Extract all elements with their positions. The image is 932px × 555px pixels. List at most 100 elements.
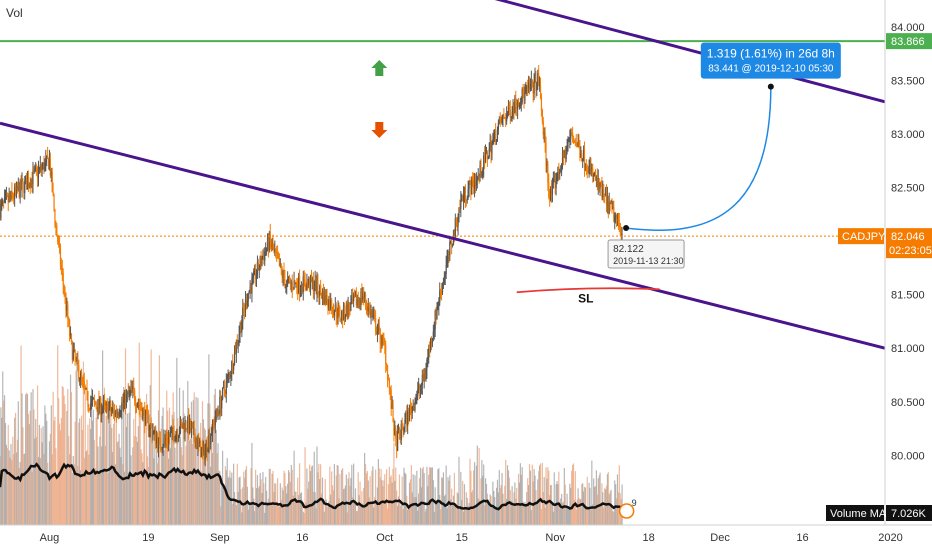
candle-body: [52, 191, 54, 195]
candle-body: [112, 407, 114, 411]
candle-body: [301, 288, 303, 292]
volume-bar: [442, 472, 445, 525]
volume-bar: [211, 453, 214, 525]
candle-body: [191, 427, 193, 429]
projection-origin-price: 82.122: [613, 244, 644, 255]
volume-bar: [68, 435, 70, 525]
candle-body: [170, 430, 172, 433]
volume-bar: [405, 474, 407, 525]
candle-body: [417, 389, 419, 397]
volume-bar: [250, 468, 252, 525]
candle-body: [571, 132, 573, 134]
horizontal-line-price-tag: [886, 33, 932, 50]
volume-bar: [544, 507, 546, 525]
volume-bar: [318, 463, 320, 525]
volume-bar: [233, 463, 235, 525]
volume-bar: [119, 447, 121, 525]
candle-body: [495, 139, 498, 143]
candle-body: [192, 427, 194, 429]
volume-bar: [165, 438, 167, 525]
candle-body: [37, 169, 40, 178]
volume-bar: [189, 438, 192, 525]
event-clock-icon[interactable]: [618, 503, 635, 519]
candle-body: [450, 241, 452, 243]
candle-body: [324, 291, 326, 303]
volume-bar: [31, 471, 33, 525]
arrow-up-icon[interactable]: [371, 60, 388, 76]
candle-body: [498, 118, 500, 123]
volume-bar: [69, 454, 71, 525]
candle-body: [102, 408, 104, 412]
candle-body: [288, 277, 291, 281]
volume-bar: [590, 509, 592, 525]
candle-body: [505, 118, 507, 122]
volume-bar: [597, 478, 599, 525]
volume-bar: [192, 400, 194, 525]
time-tick-label: Dec: [710, 532, 730, 544]
volume-bar: [421, 468, 423, 525]
trend-line-upper[interactable]: [440, 0, 886, 104]
volume-bar: [272, 470, 274, 525]
candle-body: [538, 73, 540, 86]
candle-body: [156, 438, 158, 444]
candle-body: [353, 295, 356, 298]
candle-body: [429, 338, 432, 351]
volume-bar: [34, 438, 36, 525]
arrow-down-icon[interactable]: [371, 122, 388, 138]
volume-bar: [106, 400, 108, 525]
volume-bar: [410, 465, 412, 525]
volume-bar: [365, 473, 368, 525]
volume-bar: [337, 465, 339, 525]
candle-body: [102, 401, 105, 409]
volume-bar: [98, 473, 100, 525]
candle-body: [185, 421, 187, 429]
symbol-tag-text: CADJPY: [842, 231, 886, 243]
volume-bar: [413, 497, 415, 525]
candle-body: [545, 143, 547, 165]
candle-body: [78, 365, 80, 380]
volume-bar: [58, 398, 60, 525]
volume-bar: [523, 503, 525, 525]
candle-body: [46, 155, 48, 159]
candle-body: [97, 399, 99, 412]
trend-line-lower[interactable]: [0, 121, 886, 350]
candle-body: [377, 325, 379, 332]
candle-body: [331, 300, 333, 311]
candle-body: [469, 182, 471, 184]
candle-body: [552, 179, 554, 184]
volume-bar: [265, 476, 267, 525]
candle-body: [608, 202, 610, 214]
candle-body: [588, 165, 590, 173]
projection-curve[interactable]: [625, 86, 772, 231]
candle-body: [375, 331, 378, 335]
sl-label: SL: [578, 291, 593, 305]
volume-bar: [251, 442, 253, 525]
volume-bar: [198, 440, 200, 525]
volume-bar: [259, 472, 261, 525]
projection-end-point[interactable]: [767, 83, 774, 90]
candle-body: [181, 424, 183, 429]
volume-bar: [411, 492, 413, 525]
time-axis[interactable]: Aug 19 Sep 16 Oct 15 Nov 18 Dec 16 2020: [40, 532, 903, 544]
candle-body: [376, 331, 379, 335]
volume-bar: [12, 436, 14, 525]
volume-bar: [412, 474, 414, 525]
volume-bar: [324, 479, 326, 525]
volume-bar: [215, 429, 217, 525]
volume-bar: [533, 468, 535, 525]
volume-bar: [199, 472, 201, 525]
candle-body: [156, 438, 159, 449]
candle-body: [83, 381, 85, 386]
candle-body: [455, 218, 457, 223]
volume-bar: [476, 445, 478, 525]
sl-line[interactable]: [516, 287, 660, 294]
projection-start-point[interactable]: [623, 225, 630, 231]
candle-body: [90, 403, 92, 411]
candle-body: [251, 277, 253, 294]
candle-body: [407, 411, 409, 426]
candle-body: [218, 411, 220, 414]
volume-bar: [200, 471, 203, 525]
volume-bar: [268, 468, 270, 525]
volume-bar: [406, 495, 408, 525]
